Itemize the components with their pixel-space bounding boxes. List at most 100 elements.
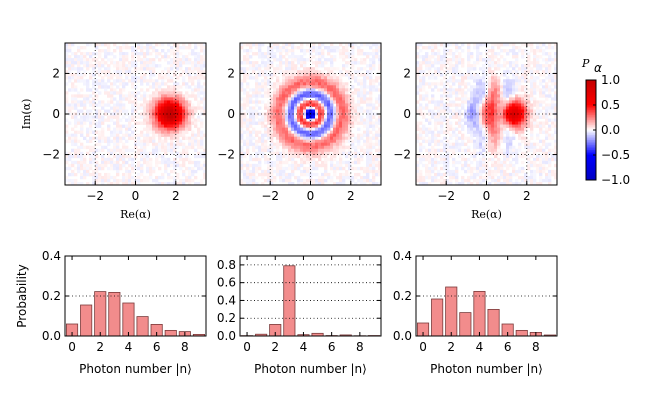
heatmap-cell [315,82,319,86]
heatmap-cell [312,163,316,168]
heatmap-cell [182,148,186,153]
heatmap-cell [345,70,349,74]
heatmap-cell [128,91,132,95]
heatmap-cell [264,88,268,92]
heatmap-cell [131,133,135,138]
heatmap-cell [333,49,337,53]
heatmap-cell [255,67,259,71]
heatmap-cell [300,145,304,150]
heatmap-cell [428,109,432,113]
heatmap-cell [116,154,120,159]
heatmap-cell [539,64,543,68]
heatmap-cell [434,115,438,119]
heatmap-cell [428,100,432,104]
heatmap-cell [128,133,132,138]
heatmap-cell [107,142,111,147]
heatmap-cell [554,130,558,134]
heatmap-cell [158,91,162,95]
heatmap-cell [249,88,253,92]
heatmap-cell [312,49,316,53]
heatmap-cell [294,46,298,50]
heatmap-cell [152,82,156,86]
heatmap-cell [104,70,108,74]
heatmap-cell [92,160,96,165]
heatmap-cell [330,46,334,50]
heatmap-cell [542,178,546,183]
heatmap-cell [324,91,328,95]
heatmap-cell [315,61,319,65]
heatmap-cell [179,91,183,95]
colorbar-segment [586,170,596,173]
heatmap-cell [282,70,286,74]
heatmap-cell [282,115,286,119]
heatmap-cell [375,88,379,92]
heatmap-cell [303,112,307,116]
heatmap-cell [482,43,486,47]
heatmap-cell [203,70,207,74]
heatmap-cell [551,97,555,101]
heatmap-cell [185,73,189,77]
heatmap-cell [503,130,507,134]
heatmap-cell [140,43,144,47]
heatmap-cell [509,70,513,74]
heatmap-cell [434,112,438,116]
heatmap-cell [354,172,358,177]
heatmap-cell [336,94,340,98]
heatmap-cell [267,157,271,162]
heatmap-cell [95,115,99,119]
heatmap-cell [473,127,477,131]
heatmap-cell [74,139,78,144]
heatmap-cell [303,136,307,141]
heatmap-cell [155,82,159,86]
heatmap-cell [506,76,510,80]
heatmap-cell [77,76,81,80]
heatmap-cell [161,100,165,104]
heatmap-cell [336,118,340,122]
heatmap-cell [101,70,105,74]
heatmap-cell [482,58,486,62]
heatmap-cell [342,130,346,134]
heatmap-cell [197,67,201,71]
heatmap-cell [515,127,519,131]
heatmap-cell [443,91,447,95]
heatmap-cell [491,130,495,134]
heatmap-cell [71,94,75,98]
heatmap-cell [539,178,543,183]
heatmap-cell [515,70,519,74]
heatmap-cell [164,160,168,165]
heatmap-cell [267,46,271,50]
heatmap-cell [119,127,123,131]
heatmap-cell [309,46,313,50]
heatmap-cell [149,175,153,180]
heatmap-cell [440,175,444,180]
heatmap-cell [366,43,370,47]
heatmap-cell [524,43,528,47]
heatmap-cell [291,160,295,165]
heatmap-cell [437,73,441,77]
heatmap-cell [146,139,150,144]
heatmap-cell [65,64,69,68]
heatmap-cell [167,181,171,186]
heatmap-cell [246,136,250,141]
heatmap-cell [419,178,423,183]
heatmap-cell [255,157,259,162]
heatmap-cell [473,145,477,150]
heatmap-cell [86,151,90,156]
heatmap-cell [518,106,522,110]
heatmap-cell [249,142,253,147]
heatmap-cell [291,145,295,150]
heatmap-cell [146,154,150,159]
heatmap-cell [351,115,355,119]
heatmap-cell [461,163,465,168]
heatmap-cell [176,172,180,177]
heatmap-cell [500,103,504,107]
heatmap-cell [539,79,543,83]
heatmap-cell [473,79,477,83]
heatmap-cell [500,175,504,180]
probability-bar [473,290,486,337]
heatmap-cell [372,124,376,128]
heatmap-cell [194,55,198,59]
heatmap-cell [461,49,465,53]
heatmap-cell [419,130,423,134]
heatmap-cell [551,79,555,83]
